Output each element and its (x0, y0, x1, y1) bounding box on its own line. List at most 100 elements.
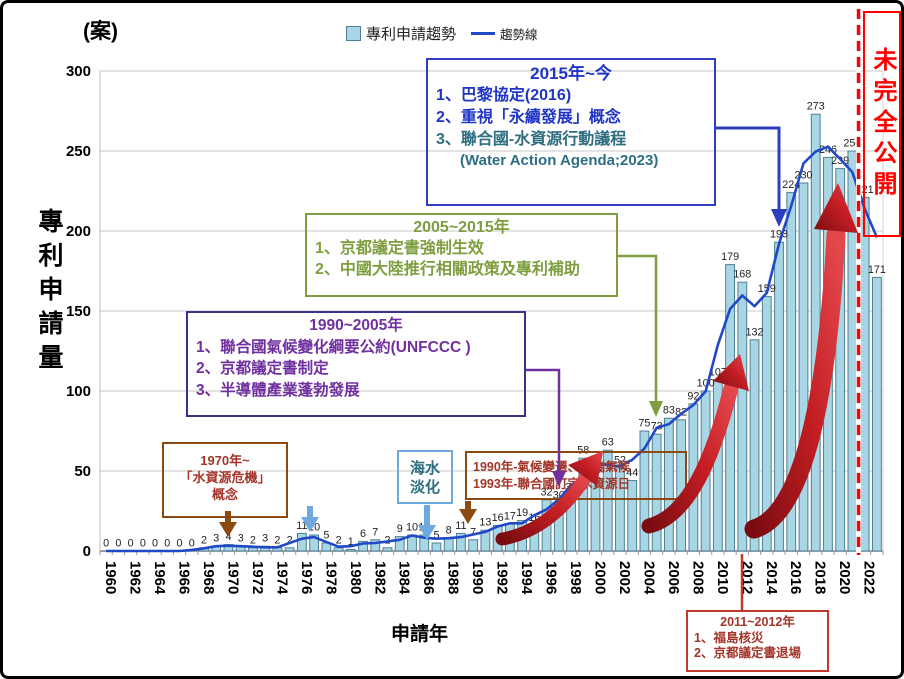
callout-era-1990-title: 1990~2005年 (309, 317, 403, 334)
callout-era-2015-subitem: (Water Action Agenda;2023) (460, 152, 659, 169)
bar-2023 (871, 276, 882, 552)
y-tick-label: 200 (66, 223, 91, 240)
x-tick-label: 1980 (347, 561, 364, 594)
value-label-1969: 3 (213, 533, 219, 545)
value-label-1972: 2 (250, 534, 256, 546)
value-label-1975: 2 (287, 534, 293, 546)
value-label-1994: 19 (516, 507, 528, 519)
callout-era-2005-item: 1、京都議定書強制生效 (315, 240, 484, 257)
x-tick-label: 2014 (763, 561, 780, 595)
bar-2019 (823, 156, 833, 552)
x-tick-label: 1984 (396, 561, 413, 595)
x-tick-label: 1986 (420, 561, 437, 594)
x-tick-label: 2016 (787, 561, 804, 594)
bar-1975 (284, 547, 295, 552)
callout-desalination-line: 淡化 (409, 479, 440, 496)
bar-2017 (798, 182, 809, 552)
bar-1981 (358, 540, 368, 552)
x-tick-label: 2012 (738, 561, 755, 594)
y-tick-label: 250 (66, 143, 91, 160)
x-tick-label: 1968 (200, 561, 217, 594)
callout-era-2015-title: 2015年~今 (530, 64, 612, 83)
x-tick-label: 1964 (151, 561, 168, 595)
bar-1988 (443, 537, 454, 552)
legend-bar-swatch-icon (346, 26, 361, 41)
callout-era-1990: 1990~2005年 1、聯合國氣候變化綱要公約(UNFCCC ) 2、京都議定… (186, 311, 526, 417)
bar-1982 (370, 539, 381, 552)
callout-water-crisis-1970: 1970年~ 「水資源危機」 概念 (162, 442, 288, 518)
value-label-1993: 17 (504, 510, 516, 522)
bar-2016 (786, 192, 797, 552)
x-axis: 1960 1962 1964 1966 1968 1970 1972 1974 1976 1978… (99, 551, 884, 595)
value-label-2018: 273 (807, 101, 825, 113)
incomplete-data-notice: 未完全公開 (863, 11, 901, 237)
bar-1987 (431, 542, 442, 552)
value-label-1990: 7 (470, 526, 476, 538)
bar-2022 (859, 196, 870, 552)
value-label-1968: 2 (201, 534, 207, 546)
x-tick-label: 1996 (543, 561, 560, 594)
value-label-1986: 10 (418, 522, 430, 534)
value-label-1970: 4 (225, 531, 231, 543)
bar-1979 (333, 547, 344, 552)
value-label-1981: 6 (360, 528, 366, 540)
value-label-1992: 16 (492, 512, 504, 524)
value-label-2017: 230 (794, 170, 812, 182)
value-label-1989: 11 (455, 520, 466, 532)
bar-1995 (529, 524, 540, 552)
callout-era-2015-item: 3、聯合國-水資源行動議程 (436, 131, 627, 148)
callout-era-2005-item: 2、中國大陸推行相關政策及專利補助 (315, 261, 580, 278)
x-tick-label: 1962 (127, 561, 144, 594)
x-tick-label: 1988 (445, 561, 462, 594)
bar-2021 (847, 150, 858, 552)
callout-era-2015-item: 1、巴黎協定(2016) (436, 87, 572, 104)
bar-1977 (309, 534, 320, 552)
y-axis-title: 專利申請量 (35, 208, 64, 378)
bar-1976 (296, 532, 307, 552)
x-tick-label: 2022 (861, 561, 878, 594)
value-label-1976: 11 (296, 520, 307, 532)
value-label-1964: 0 (152, 538, 158, 550)
callout-era-2005: 2005~2015年 1、京都議定書強制生效 2、中國大陸推行相關政策及專利補助 (305, 213, 618, 297)
bar-2013 (749, 339, 760, 552)
y-tick-label: 50 (74, 463, 91, 480)
bar-2002 (615, 467, 625, 552)
bar-1998 (566, 494, 576, 552)
value-label-1991: 13 (479, 517, 491, 529)
x-tick-label: 1972 (249, 561, 266, 594)
y-tick-label: 150 (66, 303, 91, 320)
value-label-2004: 75 (638, 418, 650, 430)
x-tick-label: 2018 (812, 561, 829, 594)
bar-2003 (627, 480, 638, 552)
value-label-1987: 5 (433, 530, 439, 542)
callout-era-2015-item: 2、重視「永續發展」概念 (436, 109, 621, 126)
bar-2012 (737, 281, 748, 552)
x-tick-label: 2006 (665, 561, 682, 594)
bar-1991 (480, 529, 491, 552)
incomplete-data-notice-text: 未完全公開 (869, 46, 896, 202)
legend: 專利申請趨勢 趨勢線 (346, 23, 538, 44)
callout-era-1990-item: 2、京都議定書制定 (196, 360, 329, 377)
x-tick-label: 2020 (836, 561, 853, 594)
bar-1997 (553, 502, 564, 552)
x-tick-label: 1998 (567, 561, 584, 594)
value-label-2006: 83 (663, 405, 675, 417)
y-tick-label: 0 (83, 543, 91, 560)
bar-2018 (810, 113, 821, 552)
value-label-2012: 168 (733, 269, 751, 281)
value-label-1977: 10 (308, 522, 320, 534)
value-label-1963: 0 (140, 538, 146, 550)
bar-1989 (456, 532, 466, 552)
bar-2001 (602, 449, 613, 552)
callout-desalination-line: 海水 (409, 460, 440, 477)
value-label-1965: 0 (164, 538, 170, 550)
x-tick-label: 1982 (371, 561, 388, 594)
value-label-1985: 10 (406, 522, 418, 534)
bar-1980 (345, 548, 356, 552)
bar-2008 (688, 403, 699, 552)
callout-era-2005-title: 2005~2015年 (413, 219, 510, 236)
x-tick-label: 2004 (640, 561, 657, 595)
x-tick-label: 2002 (616, 561, 633, 594)
legend-bars-label: 專利申請趨勢 (366, 26, 457, 43)
